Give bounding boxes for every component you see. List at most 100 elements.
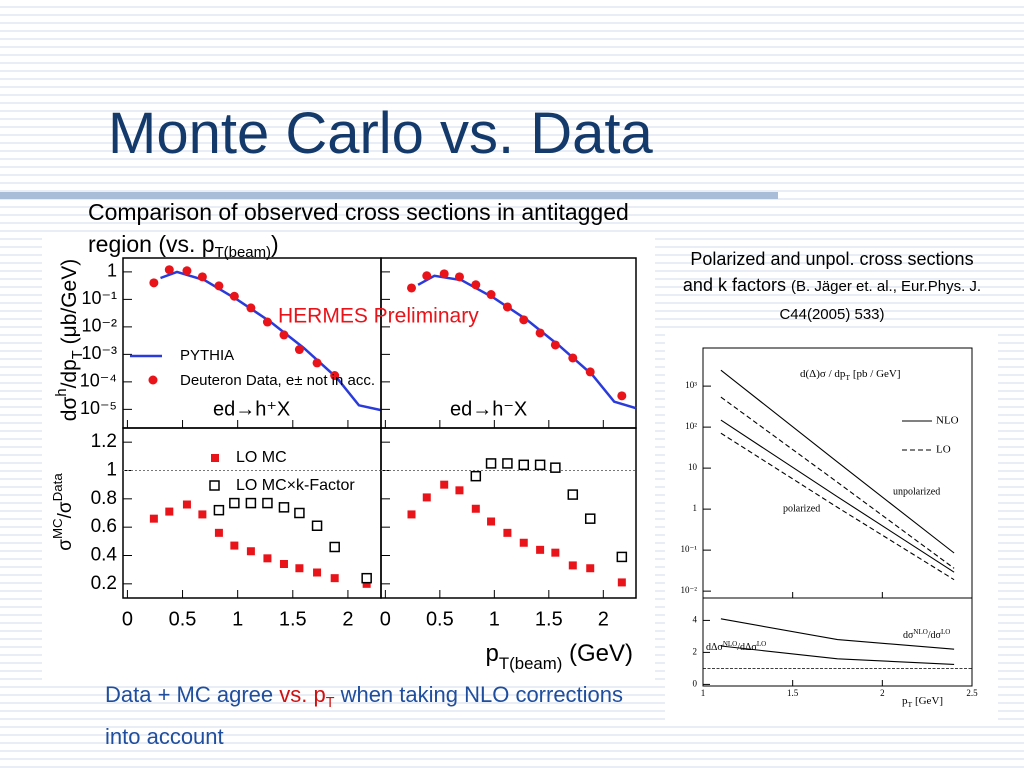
theory-curve [720, 645, 955, 665]
x-tick-label: 2 [880, 688, 885, 698]
x-tick-label: 1 [701, 688, 706, 698]
lo-mc-k-point [584, 513, 596, 524]
label-part: Data [50, 473, 65, 502]
label-part: d(Δ)σ / dp [800, 368, 846, 380]
x-tick-label: 0 [122, 608, 133, 630]
lo-mc-point [568, 561, 577, 570]
legend-label: LO [936, 444, 951, 456]
lo-mc-point [295, 564, 304, 573]
reaction-label: ed→h⁻X [450, 398, 527, 420]
data-point [454, 272, 464, 282]
lo-mc-point [519, 538, 528, 547]
y-tick-label: 0.6 [91, 516, 117, 537]
y-tick-label: 10⁻¹ [81, 288, 117, 308]
lo-mc-point [198, 510, 207, 519]
lo-mc-point [330, 574, 339, 583]
conclusion-c: when taking NLO corrections into account [105, 682, 624, 749]
lo-mc-k-point [567, 489, 579, 500]
data-point [617, 391, 627, 401]
x-tick-label: 1.5 [535, 608, 563, 630]
lo-mc-point [182, 500, 191, 509]
lo-mc-k-point [502, 458, 513, 469]
lo-mc-k-point [294, 507, 305, 519]
data-point [294, 345, 304, 355]
label-part: σ [55, 539, 76, 551]
label-part: p [486, 640, 499, 667]
lo-mc-k-point [518, 459, 530, 471]
data-point [486, 290, 496, 300]
lo-mc-point [362, 579, 371, 588]
data-point [535, 328, 545, 338]
data-point [312, 358, 322, 368]
y-tick-label: 10⁻² [81, 316, 117, 336]
lo-mc-k-point [329, 541, 340, 553]
label: dΔσNLO/dΔσLO [706, 640, 766, 654]
label-part: dσ [903, 630, 914, 641]
data-point [330, 371, 340, 381]
preliminary-label: HERMES Preliminary [278, 305, 479, 328]
curve-label: polarized [783, 503, 820, 514]
legend-label: NLO [936, 415, 959, 427]
y-tick-label: 10² [685, 421, 697, 431]
x-tick-label: 2.5 [966, 688, 978, 698]
label-part: (μb/GeV) [58, 259, 81, 350]
label-part: LO [941, 628, 950, 636]
lo-mc-k-point [616, 551, 628, 563]
data-point [502, 302, 512, 312]
label-part: T [845, 373, 850, 382]
y-tick-label: 1.2 [91, 431, 117, 452]
x-tick-label: 1.5 [279, 608, 307, 630]
legend-swatch [209, 480, 220, 491]
x-tick-label: 1 [489, 608, 500, 630]
label: σMC/σData [50, 473, 76, 551]
x-tick-label: 2 [342, 608, 353, 630]
label-part: dΔσ [706, 642, 723, 653]
caption-left: Comparison of observed cross sections in… [88, 196, 636, 269]
label-part: (GeV) [562, 640, 633, 667]
label: d(Δ)σ / dpT [pb / GeV] [800, 368, 901, 383]
lo-mc-k-point [550, 462, 561, 473]
label: dσNLO/dσLO [903, 628, 950, 642]
theory-curve [720, 369, 955, 554]
data-point [164, 265, 174, 275]
label-part: LO [757, 640, 766, 648]
x-tick-label: 0.5 [169, 608, 197, 630]
lo-mc-point [471, 504, 480, 513]
lo-mc-k-point [485, 458, 497, 469]
y-tick-label: 2 [693, 646, 698, 656]
lo-mc-k-point [534, 459, 546, 471]
lo-mc-k-point [311, 520, 323, 531]
theory-curve [720, 618, 955, 650]
x-tick-label: 1.5 [787, 688, 799, 698]
lo-mc-k-point [278, 502, 290, 513]
y-tick-label: 0 [693, 678, 698, 688]
lo-mc-point [246, 547, 255, 556]
y-tick-label: 10³ [685, 380, 697, 390]
label-part: [GeV] [912, 695, 943, 707]
lo-mc-point [230, 541, 239, 550]
data-point [550, 340, 560, 350]
y-tick-label: 1 [106, 460, 117, 481]
data-point [182, 266, 192, 276]
label-part: p [902, 695, 908, 707]
label-part: /σ [55, 501, 76, 518]
y-tick-label: 0.2 [91, 573, 117, 594]
legend-swatch [148, 375, 158, 385]
y-tick-label: 10⁻¹ [681, 544, 698, 554]
y-tick-label: 10⁻⁴ [80, 371, 117, 391]
legend-label: LO MC [236, 449, 287, 466]
panel-frame [380, 427, 637, 599]
y-tick-label: 0.4 [91, 545, 118, 566]
figure-left-bg [42, 238, 655, 683]
data-point [568, 353, 578, 363]
data-point [229, 291, 239, 301]
caption-cite: (B. Jäger et. al., Eur.Phys. J. C44(2005… [779, 278, 982, 323]
lo-mc-k-point [361, 572, 372, 584]
x-tick-label: 0.5 [426, 608, 454, 630]
label: dσh/dpT (μb/GeV) [54, 259, 86, 421]
x-tick-label: 2 [598, 608, 609, 630]
data-point [585, 367, 595, 377]
lo-mc-point [214, 528, 223, 537]
conclusion-a: Data + MC agree [105, 682, 280, 707]
